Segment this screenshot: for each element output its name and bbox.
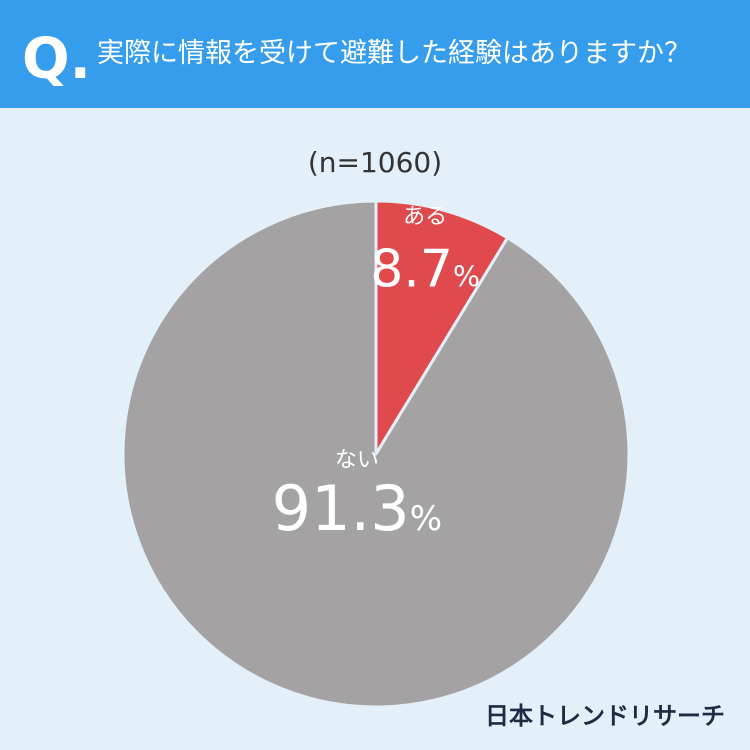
header-bar [0,0,750,108]
slice-label: ない [335,448,379,473]
source: 日本トレンドリサーチ [485,702,725,730]
badge: Q. [22,27,91,92]
value-label: 91.3% [272,472,442,545]
pie-slice [374,199,510,456]
pie-slice [121,199,631,709]
slice-label: ある [403,205,447,230]
value-label: 8.7% [370,240,480,300]
subtitle: (n=1060) [308,146,442,179]
pie [121,199,631,709]
chart-title: 実際に情報を受けて避難した経験はありますか？ [97,38,691,69]
